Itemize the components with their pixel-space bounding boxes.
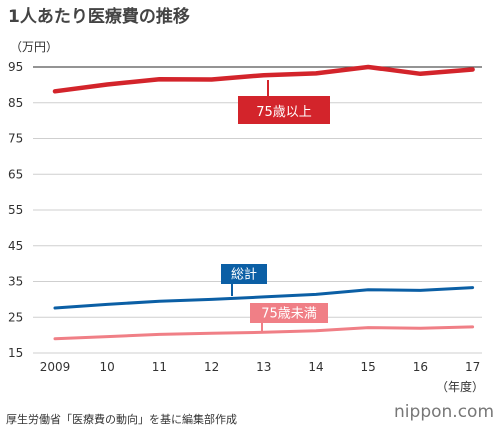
y-tick-label: 65 — [8, 167, 23, 181]
x-tick-label: 12 — [204, 360, 219, 374]
y-tick-label: 15 — [8, 346, 23, 360]
grid — [33, 66, 482, 354]
x-tick-label: 11 — [152, 360, 167, 374]
series-label: 75歳以上 — [256, 105, 312, 120]
x-tick-label: 16 — [413, 360, 428, 374]
x-axis-unit: （年度） — [436, 380, 485, 394]
chart-title: 1人あたり医療費の推移 — [8, 7, 190, 27]
x-tick-label: 2009 — [40, 360, 71, 374]
series-label-box — [221, 264, 267, 284]
x-tick-label: 14 — [308, 360, 323, 374]
x-tick-labels: 2009 10 11 12 13 14 15 16 17 — [40, 360, 481, 374]
source-note: 厚生労働省「医療費の動向」を基に編集部作成 — [6, 413, 237, 426]
series-label: 75歳未満 — [261, 307, 317, 322]
series-label: 総計 — [231, 267, 257, 283]
series-line — [53, 286, 475, 310]
y-axis-unit: （万円） — [10, 40, 59, 54]
series-label-box — [238, 96, 330, 124]
series-lines — [52, 64, 475, 341]
y-tick-label: 55 — [8, 203, 23, 217]
x-tick-label: 17 — [465, 360, 480, 374]
x-tick-label: 15 — [361, 360, 376, 374]
y-tick-labels: 15 25 35 45 55 65 75 85 95 — [8, 60, 23, 360]
y-tick-label: 45 — [8, 239, 23, 253]
y-tick-label: 85 — [8, 96, 23, 110]
y-tick-label: 35 — [8, 275, 23, 289]
series-line — [52, 64, 475, 94]
series-line — [53, 325, 475, 341]
x-tick-label: 13 — [256, 360, 271, 374]
y-tick-label: 25 — [8, 310, 23, 324]
y-tick-label: 75 — [8, 132, 23, 146]
x-tick-label: 10 — [100, 360, 115, 374]
y-tick-label: 95 — [8, 60, 23, 74]
series-label-box — [250, 303, 328, 323]
brand-logo: nippon.com — [394, 402, 494, 422]
